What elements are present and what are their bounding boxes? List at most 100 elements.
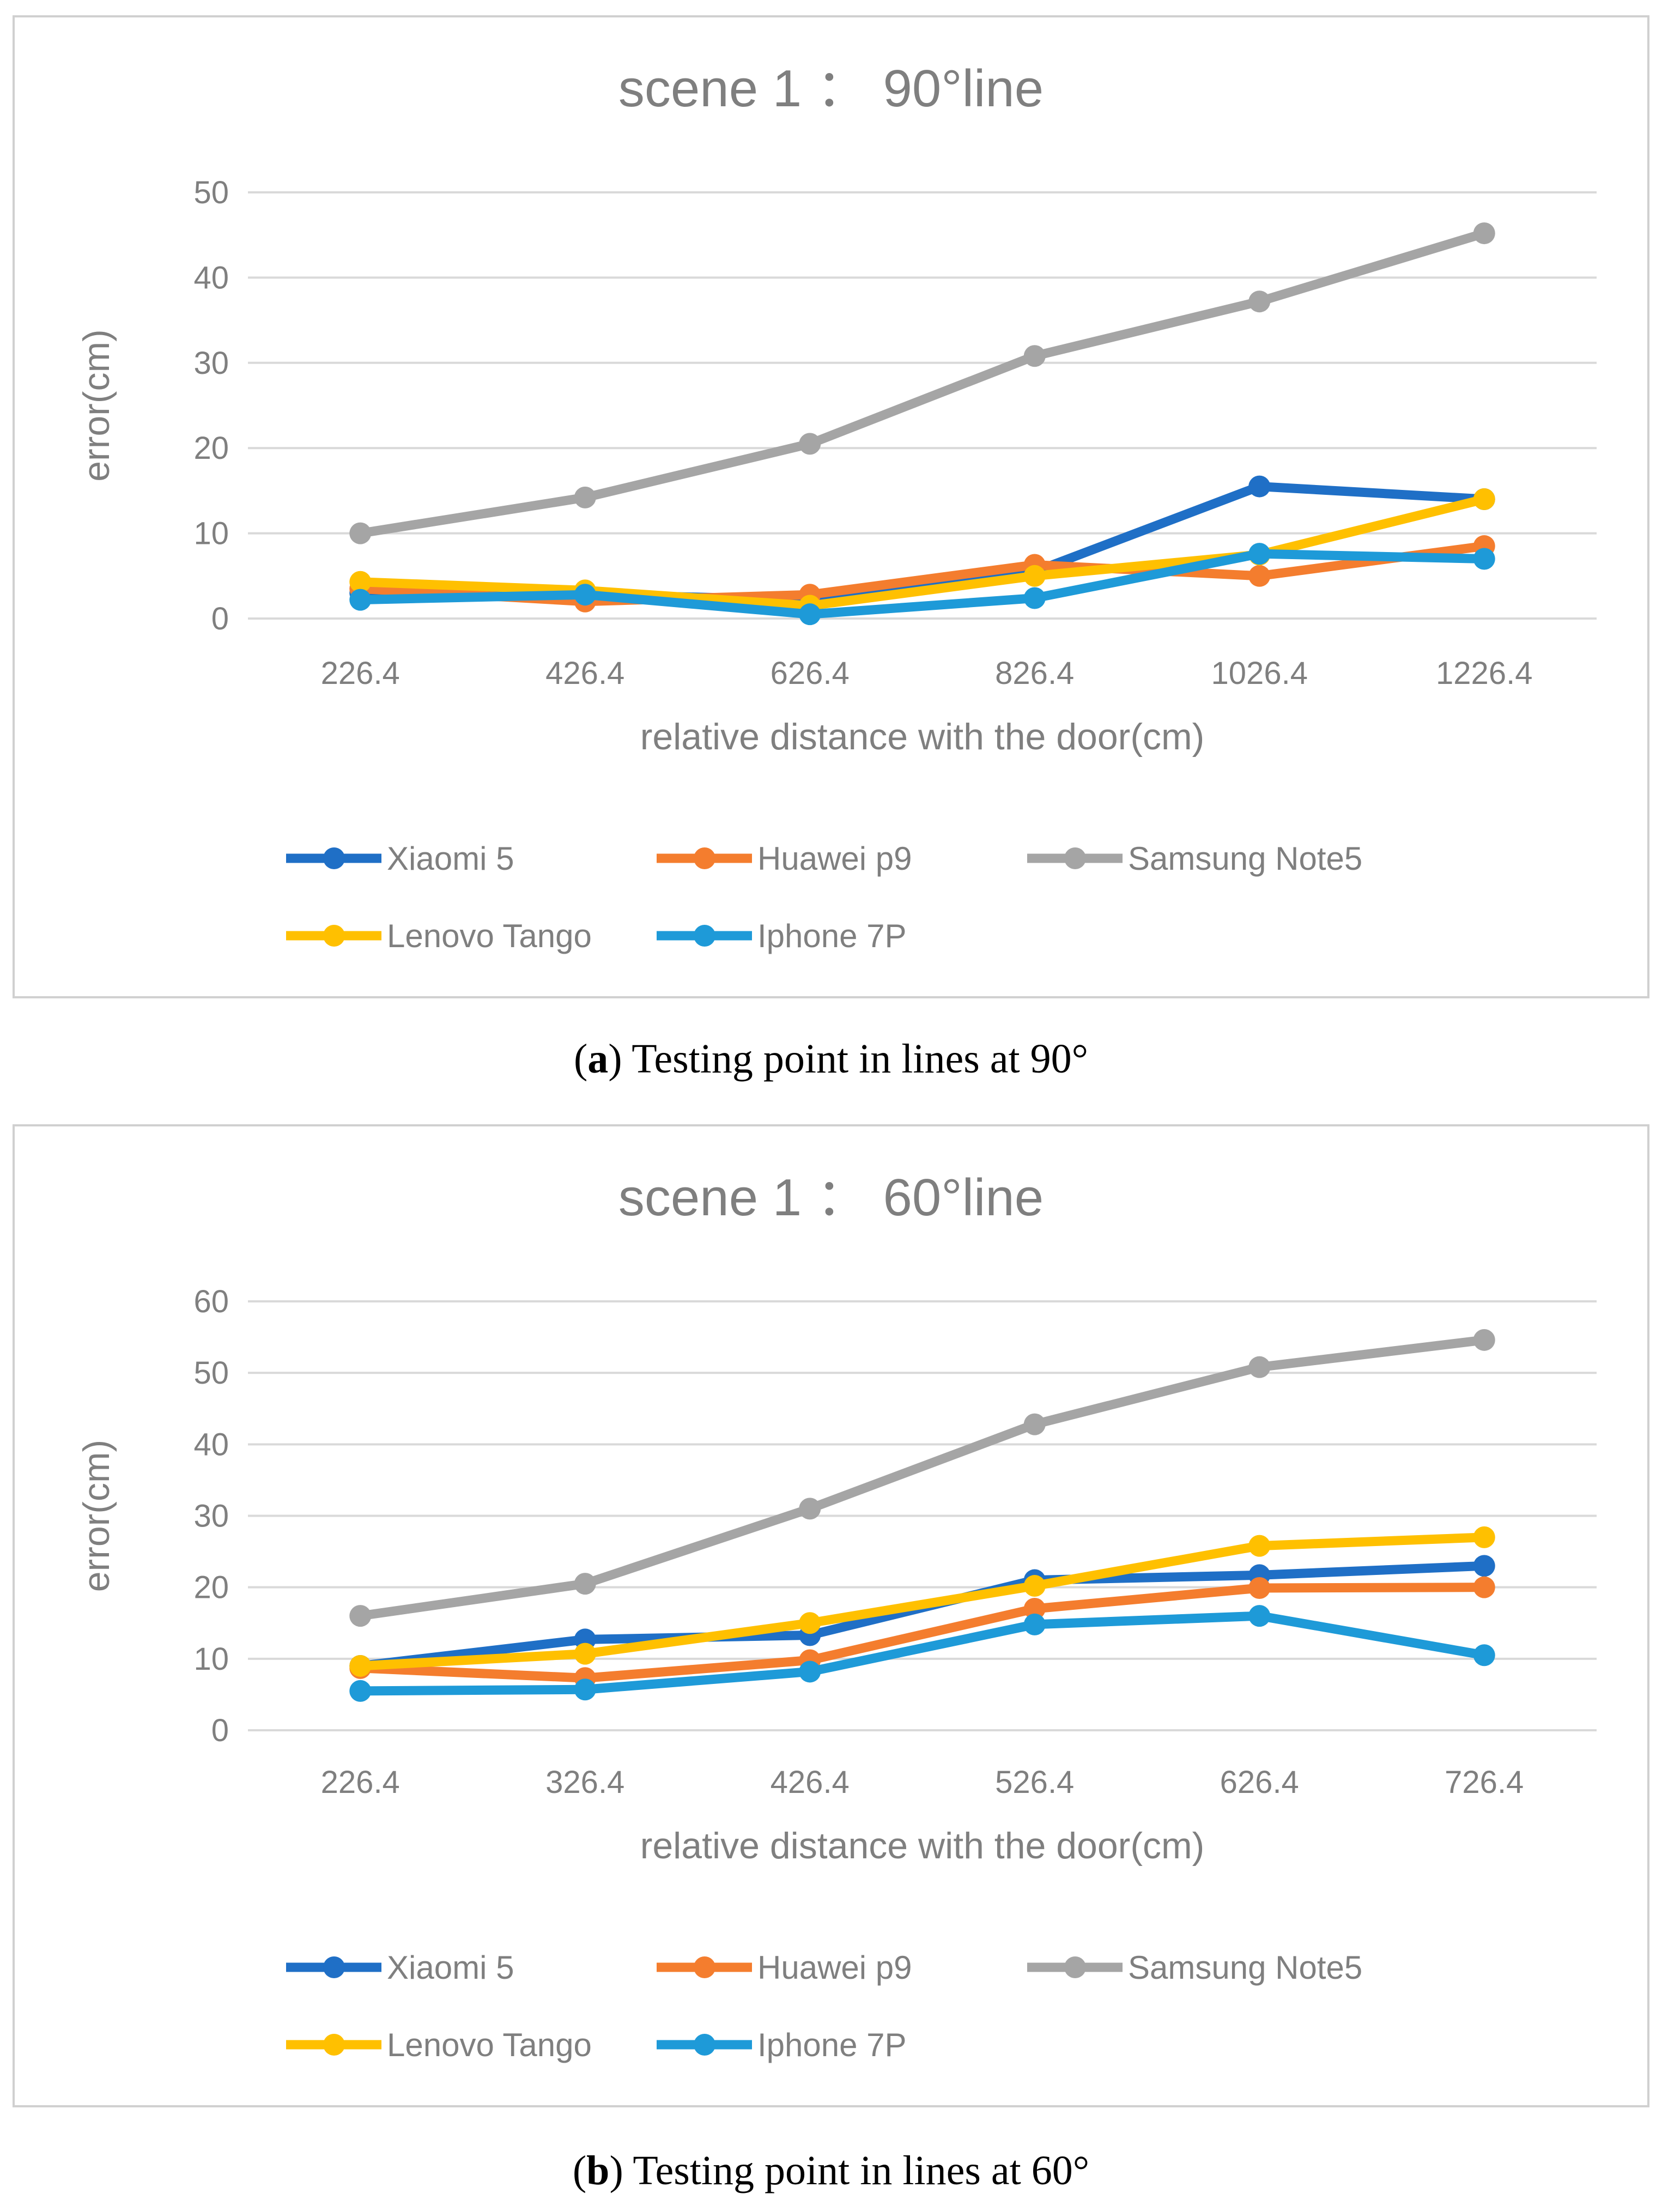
x-tick-label: 726.4 <box>1445 1765 1524 1800</box>
data-point <box>1248 1605 1271 1627</box>
data-point <box>799 1660 821 1683</box>
legend-marker <box>694 1956 715 1978</box>
legend-marker <box>1064 847 1086 869</box>
data-point <box>1248 543 1271 565</box>
caption-a-text: ) Testing point in lines at 90° <box>608 1036 1089 1082</box>
series-line <box>355 1583 1489 1683</box>
data-point <box>1248 565 1271 587</box>
chart-a: scene 1 ： 90°line 0 10 20 30 40 50 226.4 426.4 62… <box>13 15 1649 998</box>
y-tick-label: 50 <box>193 175 229 210</box>
data-point <box>349 571 372 593</box>
data-point <box>1248 290 1271 313</box>
legend-label: Huawei p9 <box>757 840 912 877</box>
data-point <box>1023 1613 1046 1635</box>
series-line <box>355 228 1489 538</box>
data-point <box>799 433 821 455</box>
chart-frame <box>13 15 1649 998</box>
y-tick-label: 10 <box>193 516 229 552</box>
series-line <box>355 549 1489 619</box>
data-point <box>574 1678 596 1701</box>
data-point <box>574 486 596 508</box>
y-tick-label: 20 <box>193 1570 229 1605</box>
series-line <box>355 1611 1489 1696</box>
legend-label: Xiaomi 5 <box>387 1949 514 1986</box>
data-point <box>1023 1413 1046 1435</box>
data-point <box>574 1643 596 1665</box>
chart-title: scene 1 ： 60°line <box>618 1168 1044 1227</box>
x-tick-label: 326.4 <box>545 1765 624 1800</box>
data-point <box>1248 1577 1271 1599</box>
data-point <box>1023 565 1046 587</box>
y-axis-label: error(cm) <box>76 329 117 482</box>
caption-b: (b) Testing point in lines at 60° <box>572 2148 1090 2193</box>
legend-marker <box>323 847 345 869</box>
data-point <box>1248 1356 1271 1378</box>
data-point <box>799 1498 821 1520</box>
series-line <box>355 494 1489 611</box>
x-tick-label: 1226.4 <box>1436 656 1532 691</box>
series-line <box>355 1335 1489 1621</box>
data-point <box>1023 1575 1046 1597</box>
x-tick-label: 226.4 <box>321 1765 400 1800</box>
data-point <box>1248 1535 1271 1557</box>
y-tick-label: 50 <box>193 1355 229 1391</box>
y-tick-label: 40 <box>193 1427 229 1462</box>
data-point <box>1248 475 1271 498</box>
data-point <box>1473 488 1495 511</box>
data-point <box>1473 1555 1495 1577</box>
data-point <box>574 1573 596 1595</box>
x-axis-label: relative distance with the door(cm) <box>640 1825 1205 1866</box>
caption-a: (a) Testing point in lines at 90° <box>573 1036 1089 1082</box>
y-tick-label: 30 <box>193 346 229 381</box>
legend-marker <box>323 2034 345 2056</box>
data-point <box>349 1680 372 1702</box>
data-point <box>1473 1576 1495 1598</box>
legend-label: Lenovo Tango <box>387 2027 592 2063</box>
legend-marker <box>1064 1956 1086 1978</box>
caption-a-letter: a <box>587 1036 609 1082</box>
y-tick-label: 20 <box>193 431 229 466</box>
legend-label: Samsung Note5 <box>1128 1949 1362 1986</box>
caption-b-text: ) Testing point in lines at 60° <box>609 2148 1090 2193</box>
legend-label: Lenovo Tango <box>387 918 592 954</box>
x-tick-label: 826.4 <box>995 656 1074 691</box>
data-point <box>349 1605 372 1627</box>
x-tick-label: 626.4 <box>771 656 850 691</box>
data-point <box>1473 1644 1495 1666</box>
y-tick-label: 0 <box>211 1713 229 1748</box>
legend-marker <box>694 925 715 947</box>
y-tick-label: 60 <box>193 1284 229 1319</box>
x-axis-label: relative distance with the door(cm) <box>640 716 1205 757</box>
data-point <box>349 1655 372 1677</box>
chart-panel-b: scene 1 ： 60°line 0 10 20 30 40 50 60 226.4 326.4… <box>0 1109 1662 2212</box>
y-axis-label: error(cm) <box>76 1440 117 1592</box>
x-tick-label: 226.4 <box>321 656 400 691</box>
y-tick-label: 0 <box>211 601 229 637</box>
x-tick-label: 626.4 <box>1220 1765 1299 1800</box>
data-point <box>1023 587 1046 609</box>
data-point <box>799 603 821 626</box>
data-point <box>1473 1329 1495 1351</box>
caption-b-letter: b <box>586 2148 610 2193</box>
data-point <box>1023 1598 1046 1620</box>
legend-label: Samsung Note5 <box>1128 840 1362 877</box>
y-tick-label: 10 <box>193 1641 229 1677</box>
y-tick-label: 30 <box>193 1499 229 1534</box>
x-tick-label: 426.4 <box>545 656 624 691</box>
legend-label: Iphone 7P <box>757 918 907 954</box>
x-tick-label: 1026.4 <box>1211 656 1308 691</box>
legend-marker <box>323 1956 345 1978</box>
chart-panel-a: scene 1 ： 90°line 0 10 20 30 40 50 226.4 426.4 62… <box>13 15 1649 1082</box>
data-point <box>574 584 596 606</box>
data-point <box>1023 345 1046 367</box>
chart-title: scene 1 ： 90°line <box>618 59 1044 118</box>
legend-label: Xiaomi 5 <box>387 840 514 877</box>
legend-marker <box>323 925 345 947</box>
data-point <box>799 1612 821 1634</box>
data-point <box>1473 1526 1495 1548</box>
x-tick-label: 426.4 <box>771 1765 850 1800</box>
y-tick-label: 40 <box>193 260 229 295</box>
legend-label: Huawei p9 <box>757 1949 912 1986</box>
legend-label: Iphone 7P <box>757 2027 907 2063</box>
data-point <box>349 522 372 544</box>
